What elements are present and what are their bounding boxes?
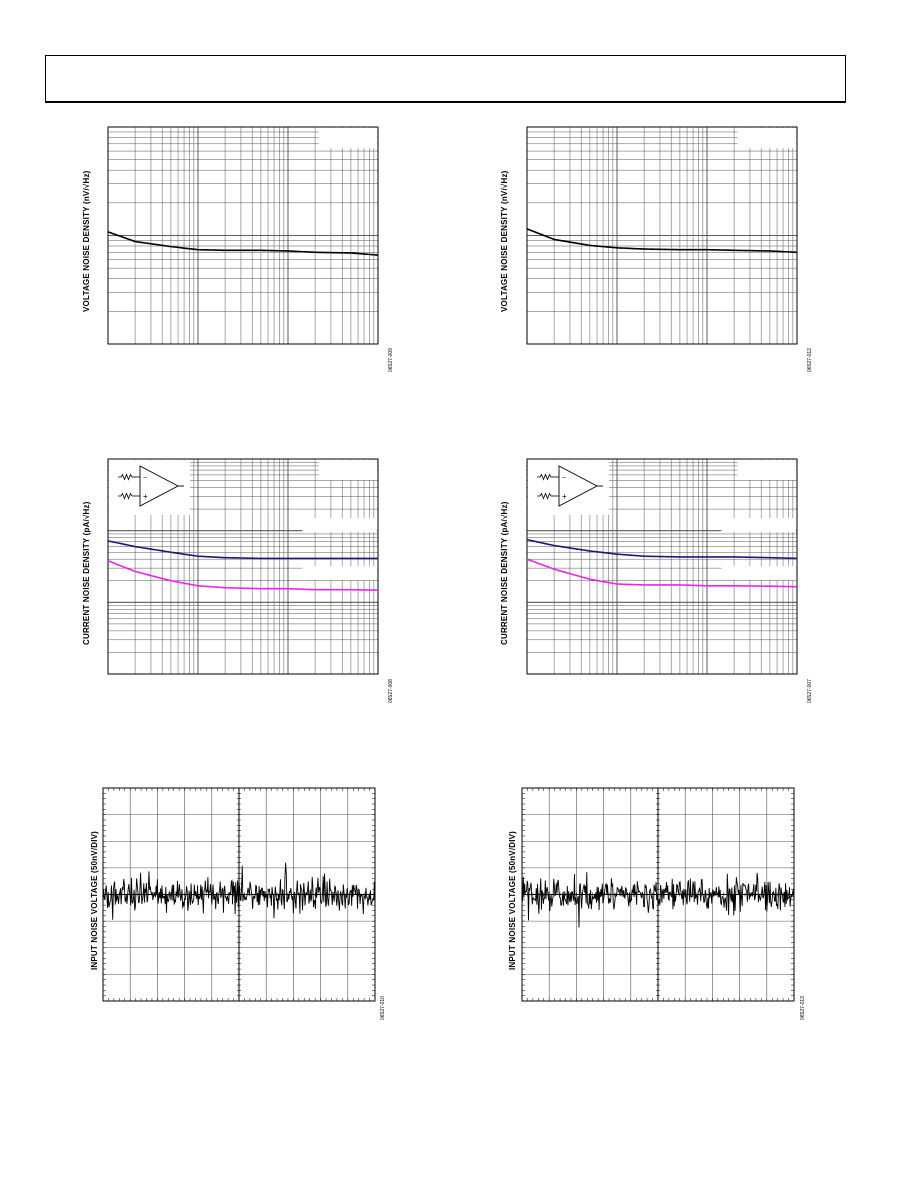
opamp-schematic-icon: −+: [118, 465, 184, 507]
schematic-box: [528, 460, 609, 515]
figure-code: 06527-009: [388, 348, 394, 372]
y-axis-label: VOLTAGE NOISE DENSITY (nV/√Hz): [82, 170, 91, 312]
figure-code: 06527-008: [388, 679, 394, 703]
annotation-box: [737, 460, 796, 480]
plot-area: −+: [526, 458, 798, 675]
annotation-box: [302, 566, 377, 581]
figure-code: 06527-007: [807, 679, 813, 703]
plot-area: [107, 126, 379, 345]
annotation-box: [318, 128, 377, 148]
y-axis-label: CURRENT NOISE DENSITY (pA/√Hz): [82, 501, 91, 645]
y-axis-label: CURRENT NOISE DENSITY (pA/√Hz): [500, 501, 509, 645]
svg-text:−: −: [562, 475, 566, 482]
plot-border: [107, 458, 379, 675]
figure-code: 06527-013: [800, 996, 806, 1020]
series-line-1: [526, 558, 798, 588]
series-line-0: [107, 540, 378, 560]
series-line-0: [107, 231, 379, 256]
annotation-box: [318, 460, 377, 480]
series-line-0: [526, 228, 798, 254]
y-axis-label: INPUT NOISE VOLTAGE (50nV/DIV): [90, 830, 99, 970]
annotation-box: [721, 566, 796, 581]
svg-text:−: −: [143, 475, 147, 482]
annotation-box: [737, 128, 796, 148]
page-header: [45, 55, 846, 103]
y-axis-label: INPUT NOISE VOLTAGE (50nV/DIV): [508, 830, 517, 970]
grid: [107, 126, 379, 345]
y-axis-label: VOLTAGE NOISE DENSITY (nV/√Hz): [500, 170, 509, 312]
plot-area: [102, 787, 376, 1002]
plot-area: −+: [107, 458, 379, 675]
series-line-0: [526, 538, 798, 560]
svg-text:+: +: [143, 492, 148, 501]
plot-border: [526, 458, 798, 675]
schematic-box: [109, 460, 190, 515]
noise-trace: [521, 872, 795, 928]
plot-area: [526, 126, 798, 345]
noise-trace: [102, 862, 376, 920]
plot-border: [526, 126, 798, 345]
grid: [526, 126, 798, 345]
opamp-schematic-icon: −+: [537, 465, 603, 507]
figure-code: 06527-010: [380, 996, 386, 1020]
series-line-1: [107, 560, 379, 591]
plot-area: [521, 787, 795, 1002]
annotation-box: [302, 518, 377, 533]
svg-text:+: +: [562, 492, 567, 501]
annotation-box: [721, 518, 796, 533]
figure-code: 06527-012: [807, 348, 813, 372]
plot-border: [107, 126, 379, 345]
